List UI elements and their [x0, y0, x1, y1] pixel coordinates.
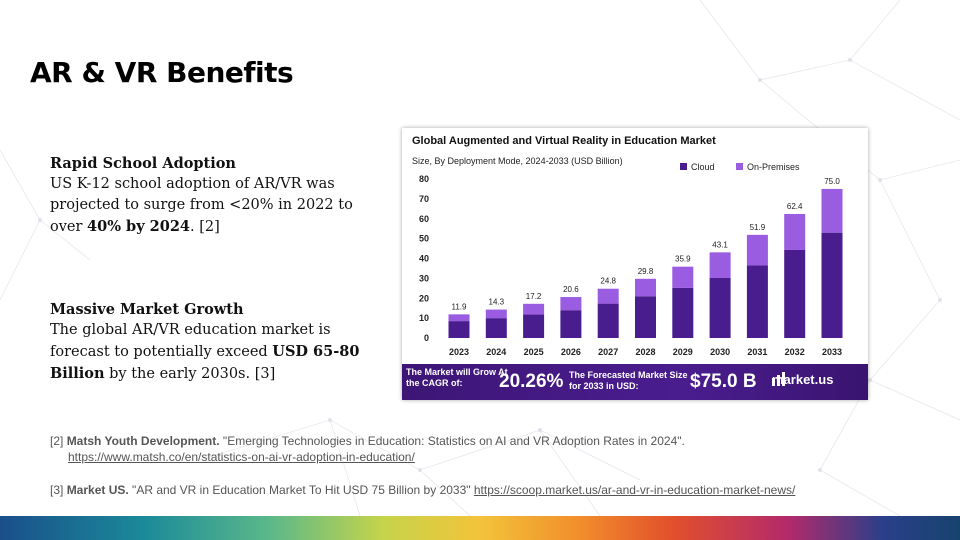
y-tick-label: 40: [419, 254, 429, 264]
y-tick-label: 60: [419, 214, 429, 224]
bar-on-premises-2028: [635, 278, 656, 297]
x-tick-label: 2023: [449, 347, 469, 357]
chart-subtitle: Size, By Deployment Mode, 2024-2033 (USD…: [412, 156, 623, 166]
x-tick-label: 2028: [635, 347, 655, 357]
bar-cloud-2026: [560, 310, 582, 338]
adoption-text-part1: US K-12 school adoption of AR/VR was pro…: [50, 176, 353, 235]
bar-cloud-2024: [485, 318, 507, 338]
x-tick-label: 2025: [524, 347, 544, 357]
market-growth-text-part1: The global AR/VR education market is for…: [50, 322, 331, 360]
bar-value-label: 20.6: [563, 285, 579, 294]
x-tick-label: 2033: [822, 347, 842, 357]
cagr-value: 20.26%: [499, 371, 564, 392]
y-tick-label: 80: [419, 174, 429, 184]
x-tick-label: 2027: [598, 347, 618, 357]
legend-on-premises-swatch: [736, 163, 743, 170]
bar-cloud-2029: [672, 287, 694, 338]
adoption-text: US K-12 school adoption of AR/VR was pro…: [50, 174, 370, 238]
bar-on-premises-2033: [821, 188, 843, 233]
adoption-text-bold: 40% by 2024: [87, 218, 191, 235]
bar-cloud-2023: [448, 321, 470, 338]
bar-on-premises-2025: [523, 303, 545, 315]
market-chart: Global Augmented and Virtual Reality in …: [402, 128, 868, 400]
bar-value-label: 35.9: [675, 255, 691, 264]
market-growth-block: Massive Market Growth The global AR/VR e…: [50, 299, 370, 385]
bar-value-label: 51.9: [750, 223, 766, 232]
reference-3-source: Market US.: [66, 483, 129, 497]
bar-cloud-2028: [635, 296, 656, 338]
cagr-caption: The Market will Grow At the CAGR of:: [406, 367, 508, 388]
bar-value-label: 11.9: [452, 302, 468, 311]
adoption-heading: Rapid School Adoption: [50, 155, 236, 172]
reference-3-text: "AR and VR in Education Market To Hit US…: [128, 483, 474, 497]
bar-cloud-2033: [821, 232, 843, 338]
market-growth-text-part2: by the early 2030s. [3]: [104, 366, 276, 382]
legend-cloud-swatch: [680, 163, 687, 170]
x-tick-label: 2031: [747, 347, 767, 357]
y-axis-ticks: 0 10 20 30 40 50 60 70 80: [419, 174, 429, 343]
y-tick-label: 70: [419, 194, 429, 204]
y-tick-label: 50: [419, 234, 429, 244]
y-tick-label: 10: [419, 313, 429, 323]
bar-cloud-2030: [709, 277, 731, 338]
footer-gradient-bar: [0, 516, 960, 540]
market-us-logo: market.us: [772, 372, 833, 387]
bar-value-label: 43.1: [712, 240, 728, 249]
market-growth-text: The global AR/VR education market is for…: [50, 320, 370, 385]
bar-value-label: 14.3: [489, 298, 505, 307]
chart-title: Global Augmented and Virtual Reality in …: [412, 135, 716, 147]
bar-cloud-2025: [523, 314, 545, 338]
y-tick-label: 0: [424, 333, 429, 343]
bar-on-premises-2031: [746, 234, 768, 266]
slide-title: AR & VR Benefits: [30, 56, 294, 89]
bar-cloud-2027: [597, 303, 619, 338]
reference-3-number: [3]: [50, 483, 67, 497]
reference-2-text: "Emerging Technologies in Education: Sta…: [219, 434, 685, 448]
bar-value-label: 17.2: [526, 292, 542, 301]
x-tick-label: 2026: [561, 347, 581, 357]
reference-2-number: [2]: [50, 434, 67, 448]
x-tick-label: 2029: [673, 347, 693, 357]
bar-on-premises-2032: [784, 213, 806, 250]
legend-cloud-label: Cloud: [691, 162, 715, 172]
reference-2-link[interactable]: https://www.matsh.co/en/statistics-on-ai…: [68, 450, 415, 464]
bar-value-label: 29.8: [638, 267, 654, 276]
reference-2: [2] Matsh Youth Development. "Emerging T…: [50, 433, 810, 465]
x-tick-label: 2032: [785, 347, 805, 357]
bar-on-premises-2030: [709, 252, 731, 278]
market-us-logo-text: market.us: [772, 372, 834, 387]
market-banner: The Market will Grow At the CAGR of: 20.…: [402, 364, 868, 400]
bar-value-label: 75.0: [824, 177, 840, 186]
bar-value-label: 24.8: [600, 277, 616, 286]
reference-2-source: Matsh Youth Development.: [66, 434, 220, 448]
market-growth-heading: Massive Market Growth: [50, 301, 244, 318]
x-tick-label: 2030: [710, 347, 730, 357]
bars: 11.9 14.3 17.2 20.6 24.8 29.8 35.9 43.1 51.9 62.4…: [448, 177, 843, 338]
adoption-text-part2: . [2]: [190, 219, 220, 235]
bar-on-premises-2026: [560, 297, 582, 311]
forecast-caption: The Forecasted Market Size for 2033 in U…: [569, 370, 688, 391]
market-us-logo-icon: [772, 372, 785, 386]
market-chart-svg: Global Augmented and Virtual Reality in …: [412, 135, 843, 357]
reference-3-link[interactable]: https://scoop.market.us/ar-and-vr-in-edu…: [473, 483, 796, 497]
forecast-value: $75.0 B: [690, 371, 757, 392]
y-tick-label: 20: [419, 293, 429, 303]
bar-cloud-2032: [784, 249, 806, 338]
bar-on-premises-2027: [597, 288, 619, 304]
x-axis-ticks: 2023 2024 2025 2026 2027 2028 2029 2030 2031 2032…: [449, 347, 842, 357]
legend-on-premises-label: On-Premises: [747, 162, 800, 172]
adoption-block: Rapid School Adoption US K-12 school ado…: [50, 153, 370, 238]
bar-on-premises-2024: [485, 309, 507, 319]
y-tick-label: 30: [419, 273, 429, 283]
reference-3: [3] Market US. "AR and VR in Education M…: [50, 482, 795, 498]
bar-cloud-2031: [746, 265, 768, 338]
market-growth-text-bold: USD 65-80 Billion: [50, 343, 360, 382]
bar-on-premises-2029: [672, 266, 694, 288]
bar-value-label: 62.4: [787, 202, 803, 211]
bar-on-premises-2023: [448, 314, 470, 322]
x-tick-label: 2024: [486, 347, 506, 357]
